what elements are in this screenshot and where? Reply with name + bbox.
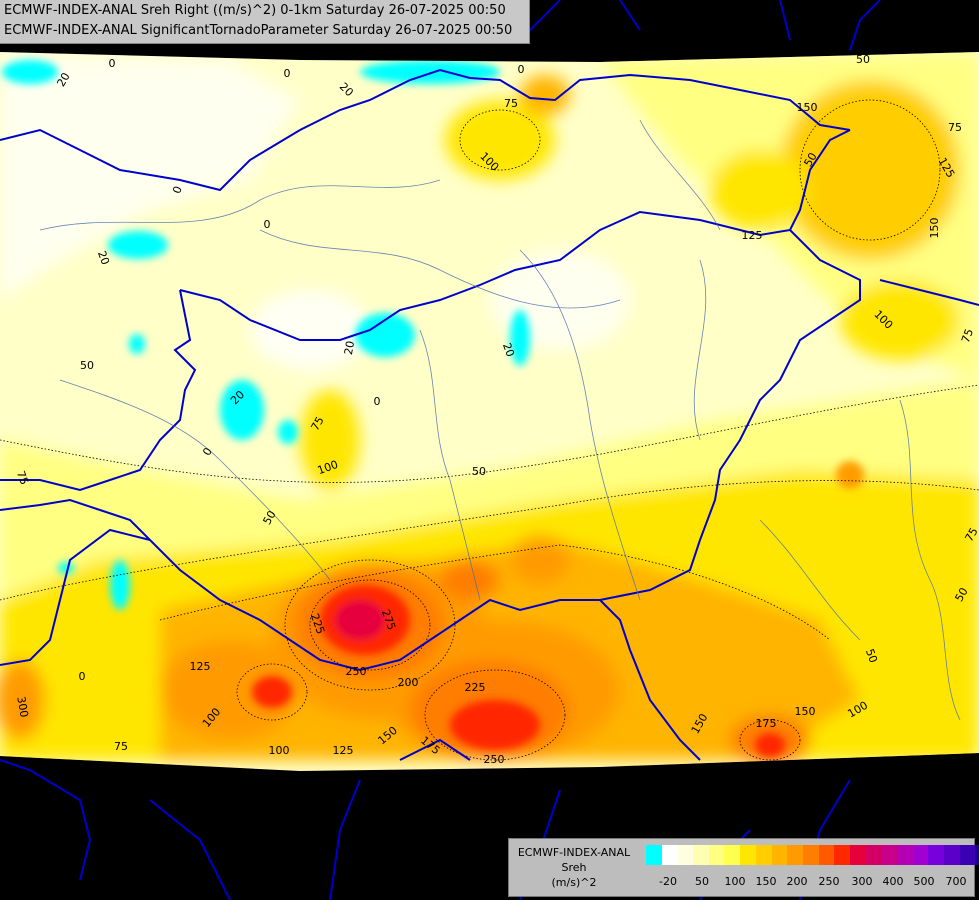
legend-swatch [881, 845, 897, 865]
legend-tick: -20 [659, 875, 677, 888]
contour-label: 50 [863, 647, 880, 665]
contour-label: 75 [962, 525, 979, 544]
legend-tick: 300 [851, 875, 873, 888]
legend-swatch [928, 845, 945, 865]
contour-label: 0 [79, 670, 86, 683]
contour-label: 150 [797, 101, 818, 114]
legend-tick: 250 [818, 875, 840, 888]
contour-label: 50 [472, 465, 486, 478]
legend-tick-labels: -20 50 100 150 200 250 300 400 500 700 [646, 875, 971, 889]
contour-label: 50 [952, 585, 970, 604]
contour-label: 75 [14, 469, 31, 487]
legend-title-unit: (m/s)^2 [551, 876, 597, 889]
contour-label: 20 [500, 341, 517, 359]
legend-title-variable: Sreh [561, 861, 587, 874]
legend-swatch [818, 845, 835, 865]
contour-label: 100 [269, 744, 290, 757]
contour-label: 0 [374, 395, 381, 408]
contour-label: 0 [284, 67, 291, 80]
contour-label: 50 [260, 508, 278, 527]
contour-label: 150 [795, 705, 816, 718]
contour-label: 250 [346, 665, 367, 678]
region-lines [39, 119, 961, 721]
legend-swatch [724, 845, 741, 865]
legend-tick: 700 [945, 875, 967, 888]
legend-swatch [865, 845, 882, 865]
contour-label: 0 [170, 184, 185, 195]
legend-swatch [897, 845, 913, 865]
legend-swatch [959, 845, 976, 865]
contour-label: 300 [14, 695, 30, 718]
contour-label: 75 [114, 740, 128, 753]
map-header: ECMWF-INDEX-ANAL Sreh Right ((m/s)^2) 0-… [0, 0, 530, 44]
contour-label: 150 [928, 218, 941, 239]
contour-label: 0 [518, 63, 525, 76]
contour-label: 50 [856, 53, 870, 66]
legend-tick: 150 [755, 875, 777, 888]
legend-swatch [755, 845, 772, 865]
contour-label: 175 [756, 717, 777, 730]
legend-swatch [708, 845, 725, 865]
contour-label: 50 [80, 359, 94, 372]
legend-swatch [740, 845, 756, 865]
sreh-field [0, 52, 979, 771]
legend-swatch [802, 845, 819, 865]
contour-label: 75 [959, 327, 976, 345]
header-title-stp: ECMWF-INDEX-ANAL SignificantTornadoParam… [4, 23, 513, 38]
contour-label: 75 [948, 121, 962, 134]
contour-label: 0 [109, 57, 116, 70]
legend-swatch [944, 845, 960, 865]
header-title-sreh: ECMWF-INDEX-ANAL Sreh Right ((m/s)^2) 0-… [4, 3, 506, 18]
legend-color-scale [646, 845, 979, 865]
legend-swatch [661, 845, 678, 865]
legend-swatch [677, 845, 694, 865]
legend-swatch [912, 845, 929, 865]
contour-label: 50 [801, 150, 819, 169]
contour-label: 200 [398, 676, 419, 689]
legend-swatch [787, 845, 803, 865]
contour-label: 125 [190, 660, 211, 673]
legend-title-model: ECMWF-INDEX-ANAL [517, 846, 631, 859]
legend-tick: 500 [913, 875, 935, 888]
legend-swatch [693, 845, 709, 865]
legend-swatch [834, 845, 850, 865]
contour-label: 0 [264, 218, 271, 231]
contour-label: 20 [342, 340, 357, 356]
contour-label: 75 [308, 414, 326, 433]
legend-tick: 100 [724, 875, 746, 888]
legend-tick: 50 [695, 875, 709, 888]
contour-label: 20 [54, 70, 72, 89]
color-legend: ECMWF-INDEX-ANAL Sreh (m/s)^2 -20 50 100 15… [508, 838, 979, 897]
legend-swatch [849, 845, 866, 865]
contour-label: 225 [465, 681, 486, 694]
legend-tick: 200 [786, 875, 808, 888]
contour-label: 250 [484, 753, 505, 766]
contour-label: 125 [333, 744, 354, 757]
legend-swatch [771, 845, 788, 865]
legend-swatch [975, 845, 979, 865]
legend-tick: 400 [882, 875, 904, 888]
contour-label: 75 [504, 97, 518, 110]
contour-label: 125 [742, 229, 763, 242]
contour-label: 20 [95, 249, 112, 267]
legend-swatch [646, 845, 662, 865]
